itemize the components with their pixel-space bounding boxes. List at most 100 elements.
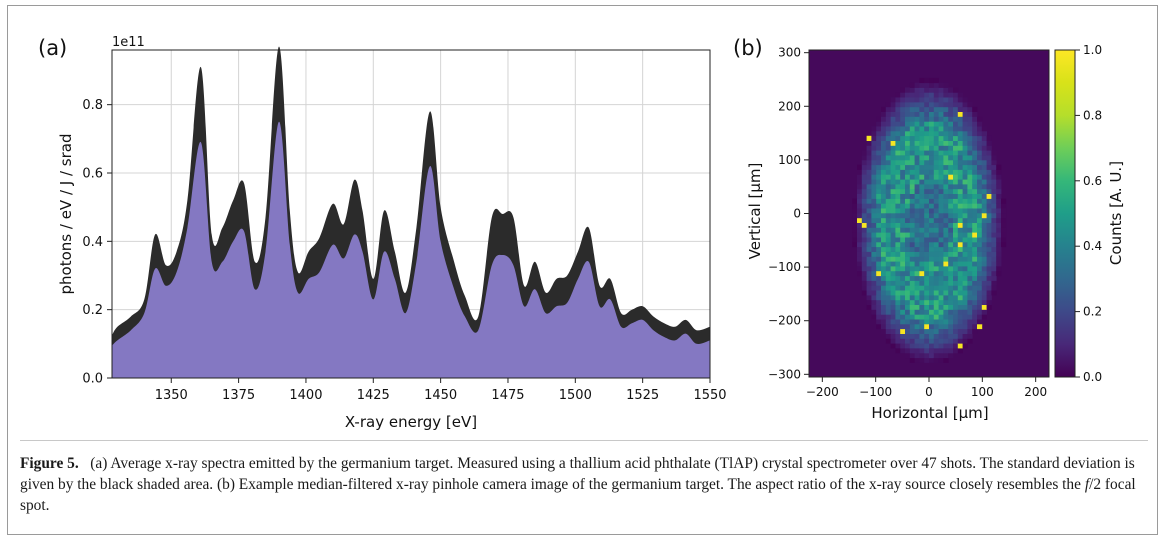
heatmap-cell bbox=[953, 309, 959, 315]
heatmap-cell bbox=[881, 251, 887, 257]
heatmap-cell bbox=[900, 213, 906, 219]
heatmap-cell bbox=[861, 222, 867, 228]
heatmap-cell bbox=[919, 135, 925, 141]
heatmap-cell bbox=[933, 126, 939, 132]
heatmap-cell bbox=[914, 251, 920, 257]
heatmap-cell bbox=[861, 155, 867, 161]
heatmap-cell bbox=[929, 92, 935, 98]
heatmap-cell bbox=[919, 270, 925, 277]
heatmap-cell bbox=[890, 304, 896, 310]
heatmap-cell bbox=[919, 261, 925, 267]
heatmap-cell bbox=[929, 198, 935, 204]
heatmap-cell bbox=[972, 135, 978, 141]
heatmap-cell bbox=[967, 164, 973, 170]
heatmap-cell bbox=[986, 241, 992, 248]
heatmap-cell bbox=[1001, 237, 1007, 243]
heatmap-cell bbox=[962, 290, 968, 296]
heatmap-cell bbox=[962, 213, 968, 219]
heatmap-cell bbox=[948, 102, 954, 108]
heatmap-cell bbox=[986, 270, 992, 277]
heatmap-cell bbox=[900, 348, 906, 354]
heatmap-cell bbox=[948, 174, 954, 180]
heatmap-cell bbox=[900, 237, 906, 243]
heatmap-cell bbox=[876, 150, 882, 156]
heatmap-cell bbox=[895, 169, 901, 175]
heatmap-cell bbox=[986, 246, 992, 252]
heatmap-cell bbox=[953, 179, 959, 185]
heatmap-cell bbox=[924, 102, 930, 108]
heatmap-cell bbox=[929, 77, 935, 84]
heatmap-cell bbox=[962, 116, 968, 122]
heatmap-cell bbox=[948, 145, 954, 151]
heatmap-cell bbox=[991, 150, 997, 156]
heatmap-cell bbox=[885, 179, 891, 185]
heatmap-cell bbox=[972, 290, 978, 296]
heatmap-cell bbox=[1001, 241, 1007, 248]
heatmap-cell bbox=[871, 150, 877, 156]
heatmap-cell bbox=[905, 130, 911, 137]
mean-spectrum-area bbox=[112, 121, 710, 378]
heatmap-cell bbox=[905, 174, 911, 180]
heatmap-cell bbox=[991, 290, 997, 296]
heatmap-cell bbox=[881, 227, 887, 233]
heatmap-cell bbox=[914, 323, 920, 330]
heatmap-cell bbox=[876, 135, 882, 141]
heatmap-cell bbox=[953, 87, 959, 93]
heatmap-cell bbox=[861, 275, 867, 281]
heatmap-cell bbox=[962, 155, 968, 161]
heatmap-cell bbox=[933, 348, 939, 354]
heatmap-cell bbox=[895, 174, 901, 180]
heatmap-cell bbox=[943, 164, 949, 170]
heatmap-cell bbox=[948, 203, 954, 209]
heatmap-cell bbox=[924, 357, 930, 363]
heatmap-cell bbox=[919, 140, 925, 146]
heatmap-cell bbox=[905, 299, 911, 305]
heatmap-cell bbox=[953, 102, 959, 108]
heatmap-cell bbox=[943, 246, 949, 252]
heatmap-cell bbox=[895, 126, 901, 132]
heatmap-cell bbox=[895, 159, 901, 166]
heatmap-cell bbox=[962, 150, 968, 156]
heatmap-cell bbox=[967, 256, 973, 262]
heatmap-cell bbox=[938, 213, 944, 219]
heatmap-cell bbox=[953, 338, 959, 344]
colorbar bbox=[1054, 49, 1076, 378]
heatmap-cell bbox=[857, 213, 863, 219]
heatmap-cell bbox=[905, 319, 911, 325]
heatmap-cell bbox=[914, 130, 920, 137]
heatmap-cell bbox=[986, 155, 992, 161]
heatmap-y-tick-label: 200 bbox=[778, 99, 801, 113]
heatmap-cell bbox=[929, 179, 935, 185]
heatmap-cell bbox=[953, 246, 959, 252]
heatmap-cell bbox=[866, 155, 872, 161]
heatmap-cell bbox=[871, 169, 877, 175]
heatmap-cell bbox=[981, 217, 987, 223]
heatmap-cell bbox=[866, 145, 872, 151]
heatmap-cell bbox=[881, 184, 887, 190]
heatmap-cell bbox=[933, 208, 939, 214]
heatmap-cell bbox=[881, 323, 887, 330]
heatmap-cell bbox=[909, 140, 915, 146]
heatmap-cell bbox=[948, 348, 954, 354]
heatmap-cell bbox=[981, 241, 987, 248]
heatmap-cell bbox=[890, 116, 896, 122]
heatmap-cell bbox=[890, 188, 896, 194]
heatmap-cell bbox=[933, 241, 939, 248]
heatmap-cell bbox=[857, 232, 863, 238]
heatmap-cell bbox=[938, 237, 944, 243]
heatmap-cell bbox=[938, 352, 944, 359]
heatmap-cell bbox=[914, 217, 920, 223]
heatmap-cell bbox=[919, 299, 925, 305]
heatmap-cell bbox=[943, 295, 949, 301]
heatmap-cell bbox=[881, 309, 887, 315]
heatmap-cell bbox=[981, 266, 987, 272]
heatmap-cell bbox=[981, 140, 987, 146]
heatmap-cell bbox=[929, 261, 935, 267]
heatmap-cell bbox=[943, 217, 949, 223]
heatmap-cell bbox=[953, 174, 959, 180]
heatmap-cell bbox=[938, 179, 944, 185]
heatmap-cell bbox=[876, 116, 882, 122]
heatmap-cell bbox=[905, 87, 911, 93]
heatmap-cell bbox=[871, 126, 877, 132]
heatmap-cell bbox=[890, 193, 896, 199]
